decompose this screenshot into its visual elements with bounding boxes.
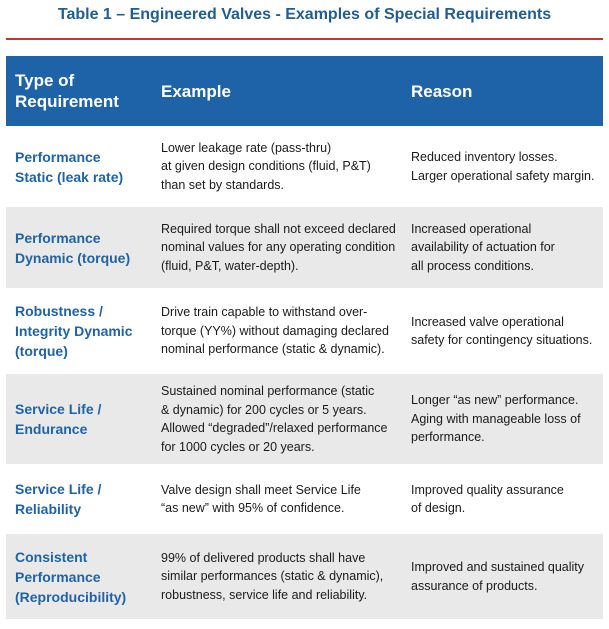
requirement-type: Robustness / Integrity Dynamic (torque)	[6, 288, 152, 374]
text-line: Increased operational	[411, 221, 532, 236]
text-line: 99% of delivered products shall have	[161, 550, 366, 565]
text-line: Dynamic (torque)	[15, 249, 131, 266]
text-line: Reliability	[15, 501, 82, 517]
text-line: Increased valve operational	[411, 314, 564, 329]
requirement-type: Consistent Performance (Reproducibility)	[6, 534, 152, 619]
text-line: Static (leak rate)	[15, 168, 124, 185]
text-line: Service Life /	[15, 481, 102, 497]
table-row: Service Life / Reliability Valve design …	[6, 464, 603, 534]
text-line: than set by standards.	[161, 177, 284, 192]
requirement-reason: Reduced inventory losses. Larger operati…	[402, 126, 603, 207]
text-line: Reduced inventory losses.	[411, 150, 558, 164]
text-line: robustness, service life and reliability…	[161, 587, 368, 602]
header-line: Type of	[15, 71, 75, 90]
text-line: nominal performance (static & dynamic).	[161, 342, 385, 357]
table-row: Service Life / Endurance Sustained nomin…	[6, 374, 603, 464]
text-line: nominal values for any operating conditi…	[161, 240, 396, 255]
requirement-type: Performance Dynamic (torque)	[6, 207, 152, 288]
requirement-example: Drive train capable to withstand over- t…	[152, 288, 402, 374]
requirement-example: 99% of delivered products shall have sim…	[152, 534, 402, 619]
requirement-reason: Improved and sustained quality assurance…	[402, 534, 603, 619]
requirement-reason: Longer “as new” performance. Aging with …	[402, 374, 603, 464]
requirement-type: Performance Static (leak rate)	[6, 126, 152, 207]
requirement-example: Sustained nominal performance (static & …	[152, 374, 402, 464]
requirements-table: Type of Requirement Example Reason Perfo…	[6, 56, 603, 619]
table-title: Table 1 – Engineered Valves - Examples o…	[57, 6, 552, 23]
text-line: Integrity Dynamic	[15, 323, 133, 339]
text-line: of design.	[411, 501, 466, 515]
header-type-of-requirement: Type of Requirement	[6, 56, 152, 126]
requirement-reason: Improved quality assurance of design.	[402, 464, 603, 534]
text-line: performance.	[411, 430, 485, 445]
requirement-reason: Increased operational availability of ac…	[402, 207, 603, 288]
text-line: for 1000 cycles or 20 years.	[161, 439, 315, 454]
text-line: Service Life /	[15, 401, 102, 417]
title-divider	[6, 38, 603, 40]
requirement-type: Service Life / Reliability	[6, 464, 152, 534]
text-line: Endurance	[15, 421, 88, 437]
requirement-example: Lower leakage rate (pass-thru) at given …	[152, 126, 402, 207]
table-row: Performance Static (leak rate) Lower lea…	[6, 126, 603, 207]
text-line: Drive train capable to withstand over-	[161, 305, 368, 320]
text-line: Required torque shall not exceed declare…	[161, 221, 396, 236]
text-line: at given design conditions (fluid, P&T)	[161, 159, 371, 174]
requirement-type: Service Life / Endurance	[6, 374, 152, 464]
text-line: Improved and sustained quality	[411, 560, 585, 574]
text-line: Robustness /	[15, 303, 103, 319]
text-line: (fluid, P&T, water-depth).	[161, 258, 299, 273]
text-line: assurance of products.	[411, 578, 538, 593]
text-line: Valve design shall meet Service Life	[161, 482, 361, 497]
text-line: safety for contingency situations.	[411, 333, 593, 347]
text-line: Consistent	[15, 548, 88, 565]
text-line: Aging with manageable loss of	[411, 411, 581, 426]
text-line: all process conditions.	[411, 258, 534, 273]
table-row: Performance Dynamic (torque) Required to…	[6, 207, 603, 288]
text-line: Performance	[15, 568, 101, 585]
text-line: “as new” with 95% of confidence.	[161, 501, 345, 515]
header-example: Example	[161, 81, 231, 101]
text-line: Improved quality assurance	[411, 482, 564, 497]
text-line: (torque)	[15, 343, 68, 359]
table-header-row: Type of Requirement Example Reason	[6, 56, 603, 126]
table-row: Robustness / Integrity Dynamic (torque) …	[6, 288, 603, 374]
text-line: similar performances (static & dynamic),	[161, 569, 384, 584]
requirement-example: Valve design shall meet Service Life “as…	[152, 464, 402, 534]
header-reason: Reason	[411, 81, 473, 101]
requirement-reason: Increased valve operational safety for c…	[402, 288, 603, 374]
text-line: Lower leakage rate (pass-thru)	[161, 140, 332, 155]
requirement-example: Required torque shall not exceed declare…	[152, 207, 402, 288]
text-line: Allowed “degraded”/relaxed performance	[161, 421, 388, 435]
text-line: Longer “as new” performance.	[411, 393, 579, 408]
text-line: Larger operational safety margin.	[411, 168, 595, 183]
text-line: torque (YY%) without damaging declared	[161, 323, 389, 338]
text-line: availability of actuation for	[411, 240, 555, 255]
header-line: Requirement	[15, 92, 119, 111]
text-line: (Reproducibility)	[15, 588, 127, 605]
text-line: Performance	[15, 229, 101, 246]
table-row: Consistent Performance (Reproducibility)…	[6, 534, 603, 619]
text-line: Sustained nominal performance (static	[161, 384, 375, 398]
text-line: & dynamic) for 200 cycles or 5 years.	[161, 402, 367, 417]
text-line: Performance	[15, 148, 101, 165]
